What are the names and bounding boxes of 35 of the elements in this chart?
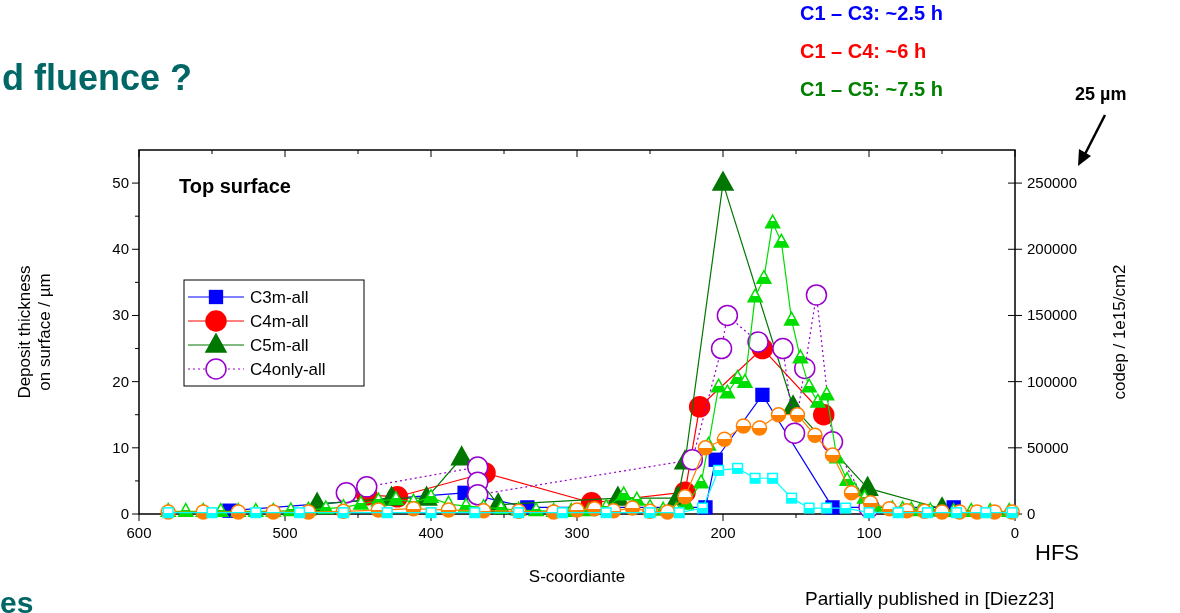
x-tick-label: 100 xyxy=(856,524,882,541)
legend-label: C3m-all xyxy=(250,288,309,307)
x-tick-label: 600 xyxy=(126,524,152,541)
legend-label: C4m-all xyxy=(250,312,309,331)
y-tick-label: 0 xyxy=(120,505,129,522)
legend-label: C4only-all xyxy=(250,360,326,379)
y2-axis-title: codep / 1e15/cm2 xyxy=(1110,264,1129,400)
x-tick-label: 0 xyxy=(1010,524,1020,541)
x-tick-label: 500 xyxy=(272,524,298,541)
x-axis-title: S-coordiante xyxy=(528,567,626,586)
text: Partially published in [Diez23] xyxy=(805,588,1055,609)
y-tick-label: 40 xyxy=(112,240,129,258)
x-tick-label: 200 xyxy=(710,524,736,541)
y2-tick-label: 100000 xyxy=(1027,372,1078,390)
text: C1 – C4: ~6 h xyxy=(800,40,927,62)
text: C1 – C5: ~7.5 h xyxy=(800,78,943,100)
y-tick-label: 30 xyxy=(112,306,129,324)
text: C1 – C3: ~2.5 h xyxy=(800,2,943,24)
legend-label: C5m-all xyxy=(250,336,309,355)
y-tick-label: 10 xyxy=(112,438,129,456)
y2-tick-label: 200000 xyxy=(1027,240,1078,258)
y2-tick-label: 0 xyxy=(1027,505,1036,522)
y2-tick-label: 50000 xyxy=(1027,438,1069,456)
text: 25 µm xyxy=(1075,84,1127,104)
y-tick-label: 20 xyxy=(112,372,129,390)
y2-tick-label: 150000 xyxy=(1027,306,1078,324)
y2-tick-label: 250000 xyxy=(1027,174,1078,192)
x-tick-label: 400 xyxy=(418,524,444,541)
y-axis-title: Deposit thickness on surface / µm xyxy=(15,265,54,399)
chart-title: d fluence ? xyxy=(2,57,193,98)
text: HFS xyxy=(1035,540,1079,565)
annotation: Top surface xyxy=(179,175,291,197)
x-tick-label: 300 xyxy=(564,524,590,541)
y-tick-label: 50 xyxy=(112,174,129,192)
text: es xyxy=(0,586,34,613)
